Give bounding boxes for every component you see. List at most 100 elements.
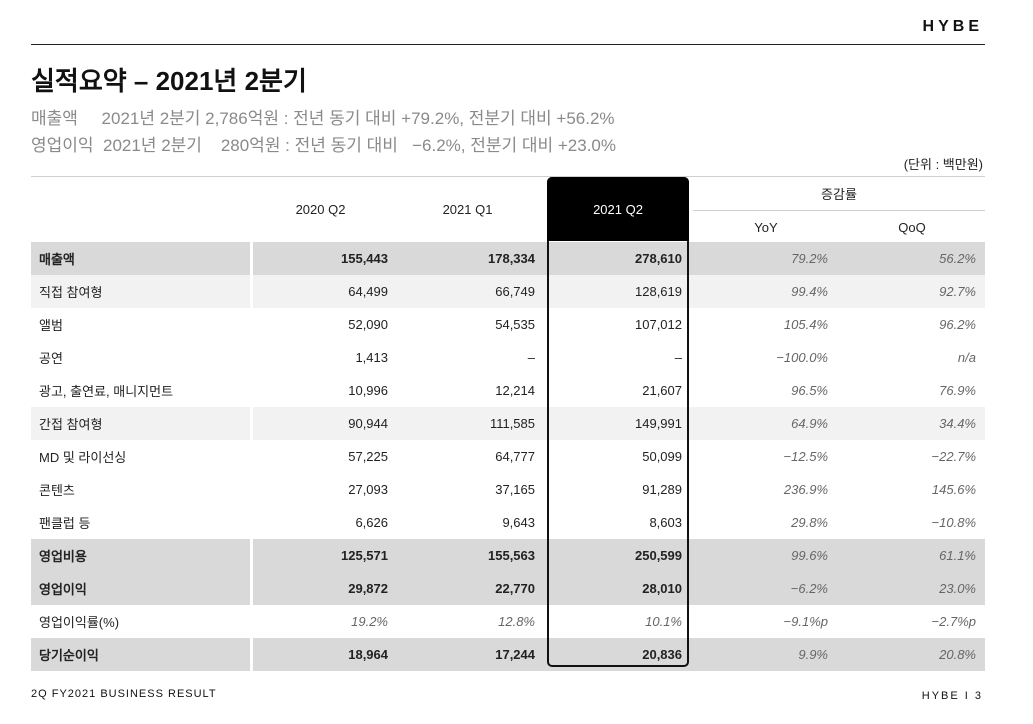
table-row: 영업이익률(%) 19.2% 12.8% 10.1% −9.1%p −2.7%p [31,605,985,638]
cell-yoy: 99.4% [791,284,828,299]
row-shading [693,638,985,671]
cell-2021-q2: 21,607 [642,383,682,398]
cell-2021-q1: 111,585 [489,416,535,431]
table-row: 앨범 52,090 54,535 107,012 105.4% 96.2% [31,308,985,341]
top-divider [31,44,985,45]
row-label: 직접 참여형 [39,285,103,300]
row-shading [693,407,985,440]
cell-qoq: 96.2% [939,317,976,332]
cell-qoq: −22.7% [931,449,976,464]
cell-2020-q2: 10,996 [348,383,388,398]
cell-2020-q2: 64,499 [348,284,388,299]
row-shading [31,638,250,671]
table-row: 영업비용 125,571 155,563 250,599 99.6% 61.1% [31,539,985,572]
cell-yoy: −12.5% [783,449,828,464]
cell-2021-q2: 107,012 [635,317,682,332]
cell-2020-q2: 19.2% [351,614,388,629]
cell-2021-q1: 66,749 [495,284,535,299]
row-label: 앨범 [39,318,63,333]
cell-qoq: 76.9% [939,383,976,398]
header-2021-q1: 2021 Q1 [442,201,493,217]
cell-2020-q2: 155,443 [341,251,388,266]
header-group-rule [693,210,985,211]
row-shading [693,539,985,572]
row-label: 콘텐츠 [39,483,75,498]
summary-operating-profit: 영업이익 2021년 2분기 280억원 : 전년 동기 대비 −6.2%, 전… [31,136,616,155]
cell-yoy: 105.4% [783,317,828,332]
cell-2021-q1: 37,165 [495,482,535,497]
cell-2021-q1: 155,563 [488,548,535,563]
row-label: 간접 참여형 [39,417,103,432]
row-label: 영업이익 [39,582,87,597]
table-header: 2020 Q2 2021 Q1 증감률 YoY QoQ [31,176,985,242]
cell-2021-q1: 178,334 [488,251,535,266]
cell-qoq: 145.6% [931,482,976,497]
table-row: 광고, 출연료, 매니지먼트 10,996 12,214 21,607 96.5% 76.… [31,374,985,407]
row-shading [31,572,250,605]
row-label: 공연 [39,351,63,366]
cell-qoq: 92.7% [939,284,976,299]
cell-qoq: 34.4% [939,416,976,431]
cell-yoy: 236.9% [783,482,828,497]
cell-2021-q1: 9,643 [502,515,535,530]
row-shading [31,407,250,440]
table-row: 공연 1,413 – – −100.0% n/a [31,341,985,374]
cell-2021-q2: 10.1% [645,614,682,629]
header-change-group: 증감률 [821,186,857,202]
cell-yoy: 96.5% [791,383,828,398]
page-title: 실적요약 – 2021년 2분기 [31,66,307,96]
cell-2020-q2: 18,964 [348,647,388,662]
table-row: 콘텐츠 27,093 37,165 91,289 236.9% 145.6% [31,473,985,506]
cell-2020-q2: 6,626 [355,515,388,530]
cell-yoy: 9.9% [798,647,828,662]
cell-2021-q2: 20,836 [642,647,682,662]
table-top-rule [31,176,985,177]
cell-qoq: 56.2% [939,251,976,266]
cell-2020-q2: 1,413 [355,350,388,365]
cell-2021-q1: 12,214 [495,383,535,398]
table-row: 매출액 155,443 178,334 278,610 79.2% 56.2% [31,242,985,275]
row-label: 영업비용 [39,549,87,564]
table-row: 직접 참여형 64,499 66,749 128,619 99.4% 92.7% [31,275,985,308]
footer-title: 2Q FY2021 BUSINESS RESULT [31,688,217,700]
cell-2021-q2: 149,991 [635,416,682,431]
row-shading [31,242,250,275]
header-yoy: YoY [754,219,778,235]
cell-yoy: 29.8% [791,515,828,530]
row-shading [31,275,250,308]
cell-2021-q1: 54,535 [495,317,535,332]
cell-qoq: −10.8% [931,515,976,530]
row-shading [693,242,985,275]
cell-2021-q1: 12.8% [498,614,535,629]
header-2021-q2: 2021 Q2 [547,177,689,241]
table-row: 간접 참여형 90,944 111,585 149,991 64.9% 34.4% [31,407,985,440]
cell-2020-q2: 27,093 [348,482,388,497]
row-label: 영업이익률(%) [39,615,120,630]
row-label: 팬클럽 등 [39,516,91,531]
row-label: MD 및 라이선싱 [39,450,127,465]
cell-yoy: 79.2% [791,251,828,266]
cell-qoq: n/a [957,350,976,365]
highlight-column-frame [547,177,689,667]
cell-2021-q1: 22,770 [495,581,535,596]
cell-2020-q2: 52,090 [348,317,388,332]
row-label: 광고, 출연료, 매니지먼트 [39,384,174,399]
cell-2021-q1: 17,244 [495,647,535,662]
cell-2021-q2: 8,603 [649,515,682,530]
cell-2021-q2: 278,610 [635,251,682,266]
cell-yoy: 64.9% [791,416,828,431]
cell-2021-q2: 250,599 [635,548,682,563]
table-row: 영업이익 29,872 22,770 28,010 −6.2% 23.0% [31,572,985,605]
cell-qoq: 61.1% [939,548,976,563]
header-2020-q2: 2020 Q2 [295,201,346,217]
footer-page: HYBE I 3 [921,690,983,702]
table-row: MD 및 라이선싱 57,225 64,777 50,099 −12.5% −22.7% [31,440,985,473]
table-row: 당기순이익 18,964 17,244 20,836 9.9% 20.8% [31,638,985,671]
row-shading [693,275,985,308]
cell-2021-q2: 128,619 [635,284,682,299]
cell-yoy: −9.1%p [783,614,828,629]
cell-qoq: 20.8% [939,647,976,662]
cell-2020-q2: 125,571 [341,548,388,563]
cell-2020-q2: 57,225 [348,449,388,464]
table-row: 팬클럽 등 6,626 9,643 8,603 29.8% −10.8% [31,506,985,539]
